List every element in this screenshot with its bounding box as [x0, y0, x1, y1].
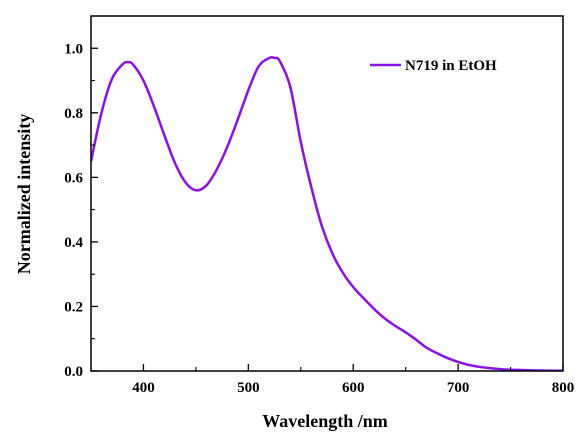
legend: N719 in EtOH — [370, 58, 497, 74]
x-tick-label-0: 400 — [132, 380, 155, 396]
y-tick-label-0: 0.0 — [64, 364, 83, 380]
y-tick-label-2: 0.4 — [64, 235, 83, 251]
y-tick-label-4: 0.8 — [64, 106, 83, 122]
legend-label-n719: N719 in EtOH — [405, 58, 497, 74]
x-tick-label-3: 700 — [447, 380, 470, 396]
series-line-0 — [91, 55, 563, 371]
x-tick-label-1: 500 — [237, 380, 260, 396]
x-tick-label-2: 600 — [342, 380, 365, 396]
y-tick-label-3: 0.6 — [64, 170, 83, 186]
y-axis-title: Normalized intensity — [14, 114, 34, 274]
y-tick-label-1: 0.2 — [64, 299, 83, 315]
plot-frame — [90, 15, 564, 372]
x-tick-label-4: 800 — [552, 380, 575, 396]
axes: 400 500 600 700 800 0.0 0.2 0.4 0.6 0.8 1.0 — [64, 15, 575, 396]
y-tick-label-5: 1.0 — [64, 41, 83, 57]
plot-area — [91, 55, 563, 371]
x-axis-title: Wavelength /nm — [262, 411, 388, 431]
